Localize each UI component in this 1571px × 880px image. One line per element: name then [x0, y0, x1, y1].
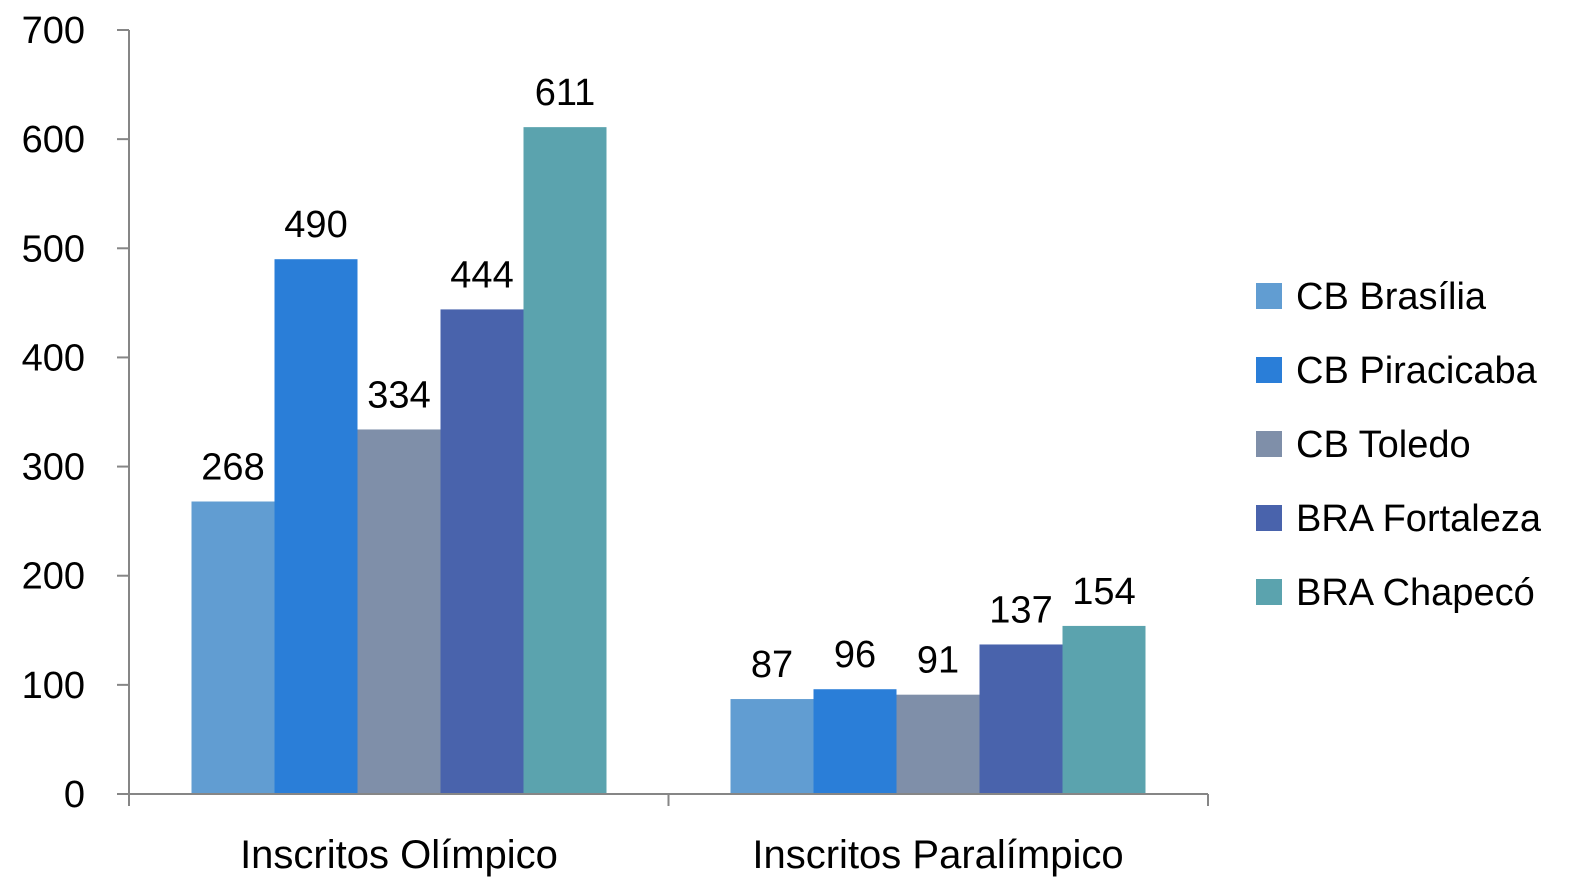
- y-tick-label: 600: [22, 119, 85, 161]
- bar: [274, 259, 358, 794]
- legend-label: CB Toledo: [1296, 424, 1471, 466]
- legend-swatch: [1256, 283, 1282, 309]
- legend-swatch: [1256, 579, 1282, 605]
- data-labels-group: 268 490 334 444 611 87 96 91 137 154: [201, 72, 1135, 686]
- y-tick-label: 0: [64, 774, 85, 816]
- y-tick-label: 300: [22, 447, 85, 489]
- y-tick-label: 400: [22, 337, 85, 379]
- y-tick-label: 200: [22, 556, 85, 598]
- data-label: 268: [201, 446, 264, 488]
- legend-swatch: [1256, 357, 1282, 383]
- y-tick-label: 700: [22, 10, 85, 52]
- data-label: 444: [450, 254, 513, 296]
- bar: [813, 689, 897, 794]
- y-tick-label: 100: [22, 665, 85, 707]
- bar: [523, 127, 607, 794]
- legend-label: CB Brasília: [1296, 276, 1487, 318]
- bar: [979, 644, 1063, 794]
- bar: [1062, 625, 1146, 794]
- category-labels-group: Inscritos Olímpico Inscritos Paralímpico: [240, 833, 1124, 877]
- x-category-label: Inscritos Olímpico: [240, 833, 558, 877]
- axes-group: [117, 29, 1209, 806]
- data-label: 87: [751, 644, 793, 686]
- data-label: 96: [834, 634, 876, 676]
- y-tick-label: 500: [22, 228, 85, 270]
- bar: [440, 309, 524, 794]
- bar: [357, 429, 441, 794]
- legend: CB Brasília CB Piracicaba CB Toledo BRA For…: [1256, 276, 1542, 614]
- bar: [896, 694, 980, 794]
- data-label: 490: [284, 204, 347, 246]
- legend-label: BRA Chapecó: [1296, 572, 1535, 614]
- data-label: 154: [1072, 571, 1135, 613]
- legend-label: BRA Fortaleza: [1296, 498, 1542, 540]
- legend-swatch: [1256, 505, 1282, 531]
- x-category-label: Inscritos Paralímpico: [752, 833, 1123, 877]
- bars-group: [191, 127, 1146, 794]
- bar: [730, 699, 814, 794]
- y-tick-labels-group: 0 100 200 300 400 500 600 700: [22, 10, 85, 816]
- data-label: 137: [989, 589, 1052, 631]
- data-label: 611: [535, 72, 596, 114]
- legend-swatch: [1256, 431, 1282, 457]
- data-label: 91: [917, 640, 959, 682]
- legend-label: CB Piracicaba: [1296, 350, 1538, 392]
- bar: [191, 501, 275, 794]
- data-label: 334: [367, 374, 430, 416]
